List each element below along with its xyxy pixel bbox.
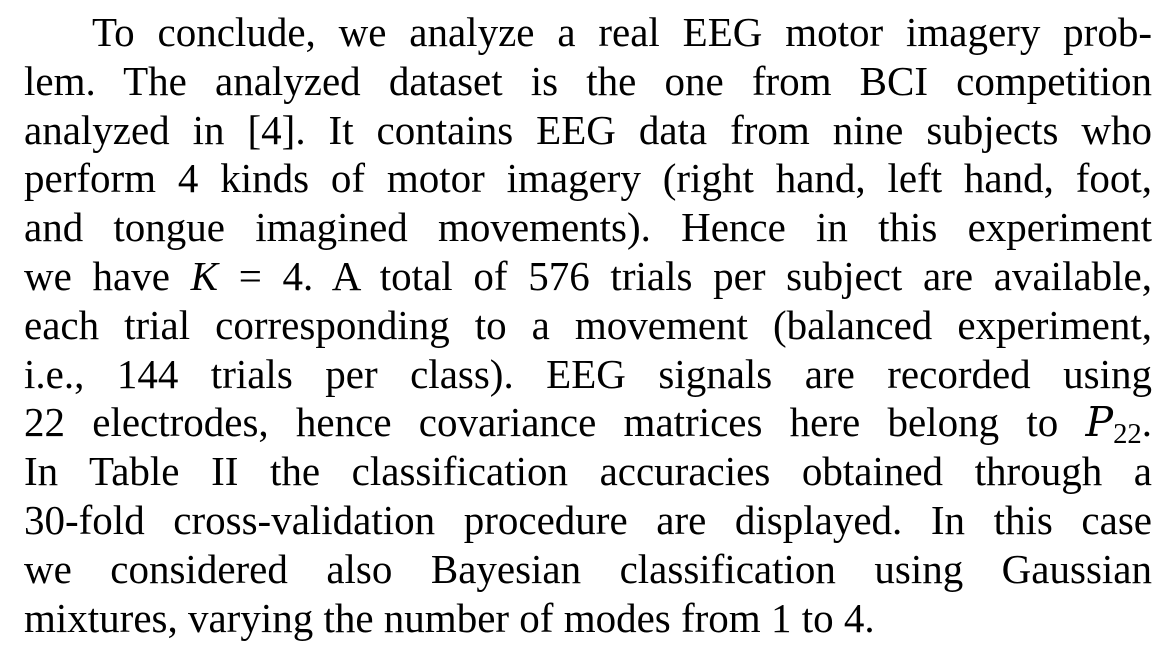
math-equals-four: = 4 bbox=[217, 252, 304, 299]
text-line-1: To conclude, we analyze a real EEG motor… bbox=[92, 9, 1152, 55]
text-line-6-pre: we have bbox=[24, 252, 191, 299]
text-line-10: In Table II the classification accuracie… bbox=[24, 448, 1152, 495]
text-line-12: we considered also Bayesian classificati… bbox=[24, 545, 1152, 592]
text-line-6: we have K = 4. A total of 576 trials per… bbox=[24, 252, 1152, 301]
math-variable-k: K bbox=[190, 252, 218, 299]
text-line-6-post: . A total of 576 trials per subject are … bbox=[303, 252, 1152, 299]
math-set-symbol-p: P bbox=[1085, 398, 1114, 447]
text-line-2: lem. The analyzed dataset is the one fro… bbox=[24, 57, 1152, 104]
text-line-7: each trial corresponding to a movement (… bbox=[24, 301, 1152, 348]
text-line-9-pre: 22 electrodes, hence covariance matrices… bbox=[24, 399, 1086, 446]
text-line-4: perform 4 kinds of motor imagery (right … bbox=[24, 155, 1152, 202]
text-line-5: and tongue imagined movements). Hence in… bbox=[24, 204, 1152, 251]
text-line-8: i.e., 144 trials per class). EEG signals… bbox=[24, 350, 1152, 397]
text-line-3: analyzed in [4]. It contains EEG data fr… bbox=[24, 106, 1152, 153]
text-line-13: mixtures, varying the number of modes fr… bbox=[24, 594, 875, 641]
math-set-subscript: 22 bbox=[1113, 418, 1142, 451]
text-line-9: 22 electrodes, hence covariance matrices… bbox=[24, 398, 1152, 449]
body-paragraph: To conclude, we analyze a real EEG motor… bbox=[24, 8, 1152, 642]
text-line-11: 30-fold cross-validation procedure are d… bbox=[24, 496, 1152, 543]
text-line-9-post: . bbox=[1141, 399, 1152, 446]
